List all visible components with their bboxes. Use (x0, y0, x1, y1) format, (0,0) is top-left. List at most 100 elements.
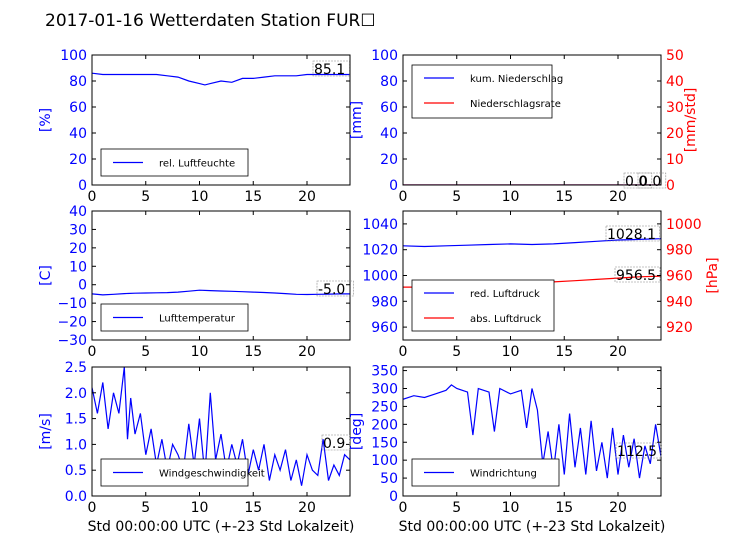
legend: rel. Luftfeuchte (100, 148, 249, 177)
y2-tick-label: 10 (666, 152, 684, 168)
value-annotation-box (312, 60, 350, 77)
figure-title: 2017-01-16 Wetterdaten Station FUR☐ (45, 11, 376, 31)
x-tick-label: 15 (555, 189, 573, 205)
panel-pressure: 0 5 10 15 20 960 980 1000 1020 1040 920 940 960 980 10… (362, 210, 721, 360)
y-tick-label: 200 (371, 417, 398, 433)
panel-temperature: 0 5 10 15 20 −30 −20 −10 0 10 20 30 40 [C] -5.0 Lufttem… (38, 204, 354, 360)
x-tick-label: 5 (141, 500, 150, 516)
y-tick-label: 1.5 (65, 412, 87, 428)
x-tick-label: 10 (502, 189, 520, 205)
legend: red. Luftdruck abs. Luftdruck (411, 279, 555, 332)
value-annotation: -5.0 (318, 282, 345, 298)
panel-humidity: 0 5 10 15 20 0 20 40 60 80 100 [%] 85.1 rel. Luftfeuc… (38, 48, 351, 205)
series-line-windgeschwindigkeit (92, 367, 350, 486)
y2-tick-label: 30 (666, 100, 684, 116)
legend-frame (411, 64, 553, 119)
y-tick-label: 1020 (362, 243, 398, 259)
value-annotation: 0.9 (323, 436, 345, 452)
legend: kum. Niederschlag Niederschlagsrate (411, 64, 563, 119)
x-tick-label: 15 (244, 344, 262, 360)
value-annotation-box (316, 280, 354, 297)
axes-frame (91, 366, 351, 497)
x-axis-label: Std 00:00:00 UTC (+-23 Std Lokalzeit) (399, 519, 666, 535)
y-tick-label: 80 (380, 74, 398, 90)
y-axis-label: [%] (38, 108, 54, 132)
x-tick-label: 10 (191, 500, 209, 516)
y-axis-label: [C] (38, 265, 54, 286)
x-tick-label: 10 (502, 500, 520, 516)
x-tick-label: 5 (452, 500, 461, 516)
value-annotation-box (321, 434, 351, 451)
legend-label: rel. Luftfeuchte (159, 159, 235, 170)
value-annotation: 0.0 (625, 174, 647, 190)
y-tick-label: 350 (371, 364, 398, 380)
y2-tick-label: 0 (666, 178, 675, 194)
value-annotation: 112.5 (617, 444, 657, 460)
y-tick-label: 1040 (362, 217, 398, 233)
x-tick-label: 5 (452, 344, 461, 360)
y-tick-label: 40 (69, 126, 87, 142)
x-tick-label: 10 (191, 344, 209, 360)
x-tick-label: 15 (244, 500, 262, 516)
legend-label: Lufttemperatur (159, 314, 236, 325)
x-tick-label: 5 (141, 344, 150, 360)
y2-tick-label: 940 (666, 294, 693, 310)
y-tick-label: 0.0 (65, 489, 87, 505)
y-tick-label: 980 (371, 294, 398, 310)
x-axis-label: Std 00:00:00 UTC (+-23 Std Lokalzeit) (88, 519, 355, 535)
y-tick-label: 50 (380, 471, 398, 487)
value-annotation: 956.5 (616, 268, 656, 284)
x-tick-label: 20 (298, 500, 316, 516)
x-tick-label: 5 (141, 189, 150, 205)
value-annotation: 1028.1 (607, 227, 656, 243)
y-axis-label: [m/s] (38, 413, 54, 450)
y-tick-label: 20 (69, 241, 87, 257)
y-tick-label: −10 (57, 296, 87, 312)
panel-precip: 0 5 10 15 20 0 20 40 60 80 100 0 10 20 30 40 50 [mm] [mm/s… (349, 48, 699, 205)
x-tick-label: 0 (399, 500, 408, 516)
x-tick-label: 0 (88, 500, 97, 516)
x-tick-label: 0 (399, 189, 408, 205)
y-tick-label: 250 (371, 399, 398, 415)
axes-frame (91, 54, 351, 186)
series-line-red-luftdruck (403, 238, 661, 248)
legend-frame (411, 279, 555, 332)
y2-tick-label: 960 (666, 269, 693, 285)
y-tick-label: 100 (371, 453, 398, 469)
x-tick-label: 20 (609, 500, 627, 516)
y-tick-label: 100 (371, 48, 398, 64)
y-tick-label: 960 (371, 320, 398, 336)
x-tick-label: 10 (502, 344, 520, 360)
y-tick-label: 0 (78, 278, 87, 294)
x-tick-label: 20 (609, 189, 627, 205)
y-tick-label: 0 (389, 489, 398, 505)
y-tick-label: 60 (69, 100, 87, 116)
y-tick-label: 30 (69, 222, 87, 238)
y-tick-label: 2.0 (65, 386, 87, 402)
y-tick-label: 10 (69, 259, 87, 275)
y-tick-label: 60 (380, 100, 398, 116)
y-axis-label: [mm] (349, 101, 365, 139)
value-annotation-box (605, 225, 660, 242)
x-tick-label: 20 (298, 189, 316, 205)
x-tick-label: 5 (452, 189, 461, 205)
y2-axis-label: [mm/std] (683, 88, 699, 153)
legend: Lufttemperatur (100, 303, 249, 332)
legend-label: Windgeschwindigkeit (159, 469, 265, 480)
y-tick-label: 0.5 (65, 463, 87, 479)
y-tick-label: 40 (380, 126, 398, 142)
y-tick-label: −20 (57, 315, 87, 331)
axes-frame (402, 366, 662, 497)
y-tick-label: 0 (78, 178, 87, 194)
value-annotation-box (614, 266, 661, 283)
y-tick-label: 2.5 (65, 360, 87, 376)
legend: Windrichtung (411, 458, 560, 487)
y2-tick-label: 50 (666, 48, 684, 64)
x-tick-label: 20 (298, 344, 316, 360)
value-annotation-box (637, 172, 667, 189)
y-tick-label: −30 (57, 333, 87, 349)
legend-label: abs. Luftdruck (470, 314, 541, 325)
